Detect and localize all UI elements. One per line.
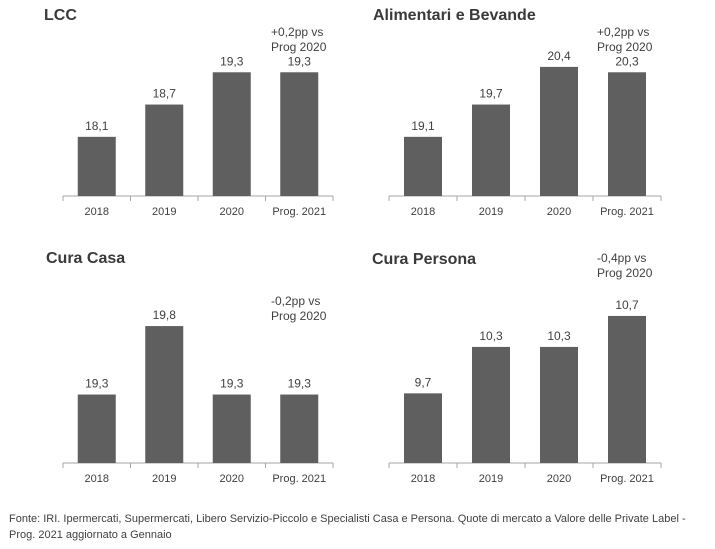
bar: [540, 66, 578, 197]
x-tick-label: 2019: [479, 206, 503, 218]
bar: [212, 394, 251, 463]
chart-note-line-2: Prog 2020: [271, 40, 327, 54]
chart-note-line-1: -0,2pp vs: [271, 294, 321, 308]
x-tick-label: 2019: [479, 473, 503, 485]
chart-title: Cura Casa: [46, 250, 126, 267]
data-label: 19,3: [85, 377, 109, 391]
bar: [540, 346, 578, 463]
chart-panel-cura-casa: Cura Casa -0,2pp vs Prog 2020 19,3 2018 19…: [0, 245, 350, 495]
source-note: Fonte: IRI. Ipermercati, Supermercati, L…: [9, 513, 686, 541]
x-tick-label: 2018: [411, 473, 435, 485]
x-tick-label: 2019: [152, 473, 176, 485]
data-label: 19,3: [288, 54, 312, 68]
data-label: 10,3: [479, 329, 503, 343]
data-label: 19,1: [411, 119, 435, 133]
data-label: 19,8: [153, 308, 177, 322]
chart-note-line-1: -0,4pp vs: [597, 251, 647, 265]
x-tick-label: Prog. 2021: [272, 206, 326, 218]
chart-note-line-2: Prog 2020: [271, 309, 327, 323]
bar: [77, 136, 116, 196]
x-tick-label: 2020: [220, 206, 244, 218]
chart-title: LCC: [44, 7, 77, 24]
chart-note: +0,2pp vs Prog 2020: [597, 25, 652, 55]
chart-note: +0,2pp vs Prog 2020: [271, 25, 326, 55]
x-tick-label: 2020: [547, 473, 571, 485]
chart-title: Cura Persona: [372, 251, 477, 268]
x-tick-label: Prog. 2021: [600, 473, 654, 485]
data-label: 19,3: [288, 377, 312, 391]
data-label: 20,3: [615, 54, 639, 68]
bar-chart-cura-casa: 19,3 2018 19,8 2019 19,3 2020 19,3 Prog. 2021: [62, 308, 334, 485]
bar-chart-alimentari-bevande: 19,1 2018 19,7 2019 20,4 2020 20,3 Prog. 2021: [388, 49, 662, 218]
chart-note-line-2: Prog 2020: [597, 40, 653, 54]
chart-note-line-1: +0,2pp vs: [271, 25, 324, 39]
bar: [145, 104, 184, 196]
x-tick-label: 2019: [152, 206, 176, 218]
data-label: 18,7: [153, 87, 177, 101]
data-label: 19,3: [220, 377, 244, 391]
bar: [145, 326, 184, 463]
bar: [280, 72, 319, 196]
chart-note: -0,2pp vs Prog 2020: [271, 294, 326, 324]
bar: [608, 72, 646, 196]
x-tick-label: Prog. 2021: [272, 473, 326, 485]
chart-panel-cura-persona: Cura Persona -0,4pp vs Prog 2020 9,7 2018…: [357, 245, 715, 495]
x-tick-label: 2018: [85, 473, 109, 485]
data-label: 19,7: [479, 87, 503, 101]
bar-chart-lcc: 18,1 2018 18,7 2019 19,3 2020 19,3 Prog. 2021: [62, 54, 334, 218]
chart-panel-lcc: LCC +0,2pp vs Prog 2020 18,1 2018 18,7 2019…: [0, 0, 350, 240]
chart-title: Alimentari e Bevande: [373, 7, 536, 24]
bar: [404, 136, 442, 196]
data-label: 9,7: [415, 375, 432, 389]
chart-panel-alimentari-bevande: Alimentari e Bevande +0,2pp vs Prog 2020…: [357, 0, 715, 240]
x-tick-label: 2020: [220, 473, 244, 485]
bar: [472, 346, 510, 463]
x-tick-label: Prog. 2021: [600, 206, 654, 218]
data-label: 10,3: [547, 329, 571, 343]
chart-note-line-2: Prog 2020: [597, 266, 653, 280]
bar: [472, 104, 510, 196]
bar: [404, 393, 442, 463]
data-label: 10,7: [615, 298, 639, 312]
bar: [280, 394, 319, 463]
bar-chart-cura-persona: 9,7 2018 10,3 2019 10,3 2020 10,7 Prog. 2021: [388, 298, 662, 485]
chart-note-line-1: +0,2pp vs: [597, 25, 650, 39]
bar: [212, 72, 251, 196]
chart-note: -0,4pp vs Prog 2020: [597, 251, 652, 281]
x-tick-label: 2018: [411, 206, 435, 218]
data-label: 18,1: [85, 119, 109, 133]
bar: [608, 315, 646, 463]
x-tick-label: 2018: [85, 206, 109, 218]
x-tick-label: 2020: [547, 206, 571, 218]
data-label: 20,4: [547, 49, 571, 63]
bar: [77, 394, 116, 463]
data-label: 19,3: [220, 54, 244, 68]
